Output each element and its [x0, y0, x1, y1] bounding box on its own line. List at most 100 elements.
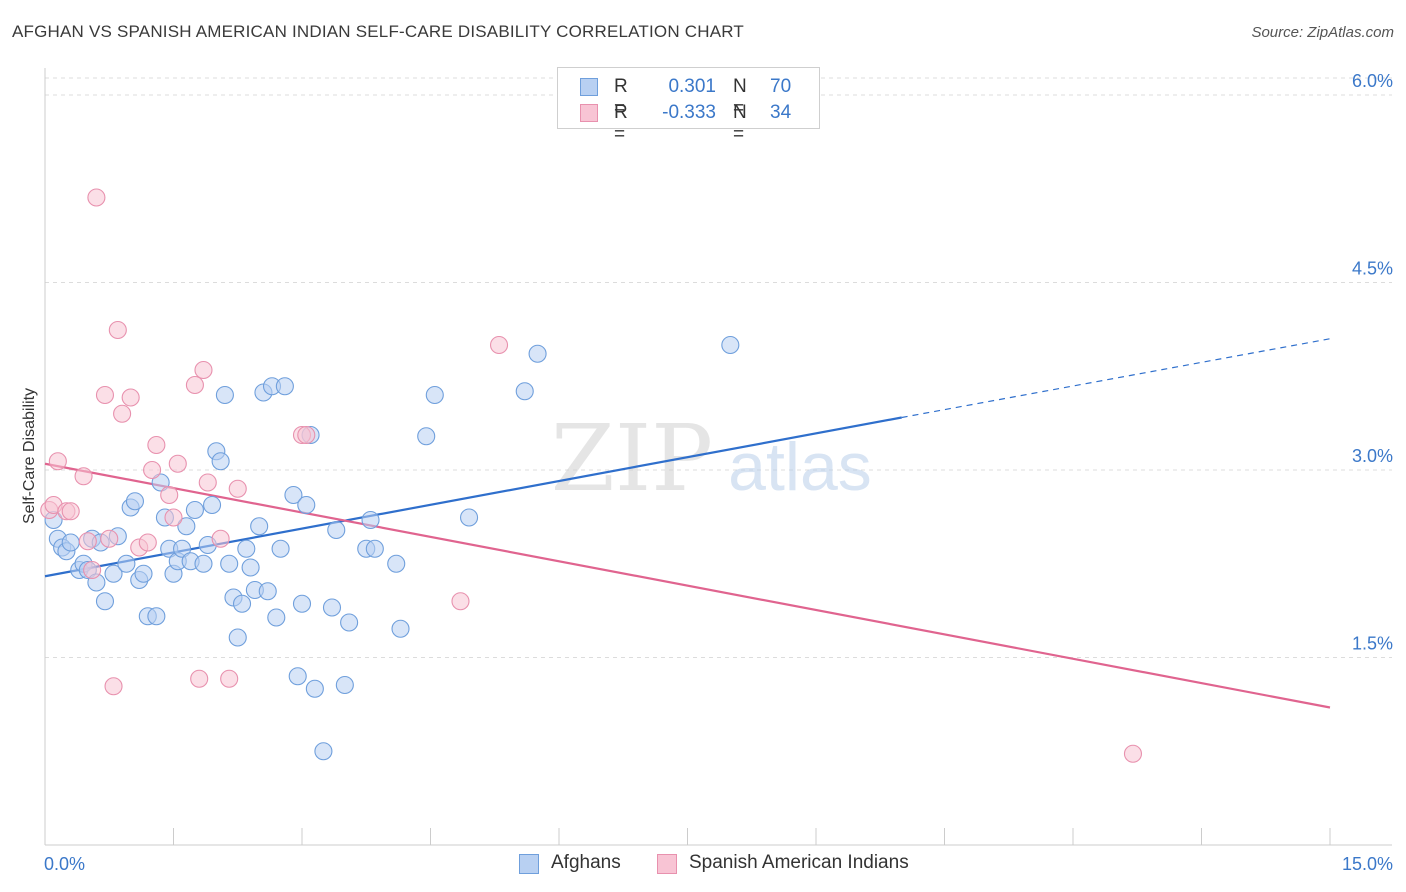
- afghan-trend-extension: [901, 338, 1331, 419]
- afghan-point: [211, 452, 230, 471]
- spanish-american-indian-point: [138, 533, 157, 552]
- spanish-american-indian-point: [489, 335, 509, 355]
- afghan-point: [284, 485, 303, 505]
- spanish-american-indian-point: [198, 473, 217, 492]
- afghan-point: [275, 377, 294, 396]
- afghan-point: [721, 335, 740, 355]
- y-tick-label: 6.0%: [1352, 71, 1393, 91]
- spanish-american-indian-point: [108, 320, 127, 340]
- spanish-american-indian-point: [143, 460, 162, 480]
- afghan-point: [361, 510, 380, 530]
- spanish-american-indian-point: [78, 532, 97, 551]
- spanish-american-indian-point: [190, 669, 209, 688]
- afghan-point: [250, 517, 269, 536]
- series-label-spanish-american-indians: Spanish American Indians: [689, 852, 909, 873]
- spanish-american-indian-point: [451, 592, 470, 611]
- y-tick-label: 3.0%: [1352, 446, 1393, 466]
- afghan-point: [177, 517, 196, 536]
- spanish-american-indian-point: [194, 360, 213, 380]
- afghan-point: [417, 427, 436, 446]
- afghan-point: [365, 539, 384, 558]
- afghan-point: [194, 554, 213, 573]
- spanish-american-indian-point: [168, 454, 187, 473]
- spanish-american-indian-point: [147, 435, 166, 455]
- spanish-american-indian-point: [1123, 744, 1143, 763]
- watermark-atlas: atlas: [728, 429, 872, 505]
- afghan-point: [203, 495, 222, 515]
- correlation-legend: R = 0.301 N = 70 R = -0.333 N = 34: [557, 67, 820, 145]
- spanish-american-indian-point: [121, 388, 140, 407]
- legend-swatch-afghans: [580, 78, 598, 96]
- afghan-point: [459, 508, 479, 527]
- source-credit: Source: ZipAtlas.com: [1251, 24, 1394, 41]
- afghan-point: [425, 385, 444, 405]
- x-tick-label: 15.0%: [1342, 854, 1393, 874]
- afghan-point: [95, 592, 115, 611]
- legend-swatch-spanish-american-indians: [580, 104, 598, 122]
- afghan-point: [117, 554, 136, 573]
- afghan-point: [335, 675, 354, 695]
- spanish-american-indian-point: [95, 385, 115, 405]
- afghan-point: [215, 385, 234, 405]
- afghan-point: [220, 554, 239, 573]
- afghan-point: [391, 619, 410, 638]
- afghan-point: [185, 500, 204, 520]
- y-tick-label: 1.5%: [1352, 634, 1393, 654]
- spanish-american-indian-point: [48, 452, 67, 471]
- legend-r-value: -0.333: [662, 102, 716, 123]
- afghan-point: [314, 742, 333, 761]
- series-swatch-afghans: [519, 854, 539, 874]
- afghan-point: [267, 608, 286, 627]
- legend-r-value: 0.301: [668, 76, 716, 97]
- afghan-point: [528, 344, 547, 363]
- afghan-point: [515, 382, 534, 401]
- spanish-american-indian-point: [61, 502, 80, 521]
- legend-n-value: 34: [770, 102, 792, 123]
- spanish-american-indian-point: [228, 479, 247, 498]
- spanish-american-indian-point: [160, 485, 179, 505]
- legend-r-label: R =: [614, 76, 628, 119]
- afghan-point: [147, 607, 166, 626]
- spanish-american-indian-point: [297, 425, 316, 445]
- legend-n-label: N =: [733, 102, 747, 145]
- x-tick-label: 0.0%: [44, 854, 85, 874]
- spanish-american-indian-point: [220, 669, 239, 688]
- afghan-point: [232, 594, 252, 613]
- afghan-point: [288, 667, 307, 686]
- spanish-american-indian-trend-line: [44, 462, 1331, 709]
- afghan-point: [305, 679, 324, 698]
- y-axis-label: Self-Care Disability: [21, 388, 38, 524]
- afghan-point: [228, 628, 247, 647]
- afghan-point: [322, 598, 342, 617]
- trend-lines: [44, 338, 1331, 709]
- afghan-point: [151, 473, 170, 492]
- legend-r-label: R =: [614, 102, 628, 145]
- afghan-point: [258, 582, 277, 601]
- watermark-zip: ZIP: [551, 405, 713, 512]
- legend-n-label: N =: [733, 76, 747, 119]
- spanish-american-indian-point: [211, 529, 230, 548]
- afghan-point: [237, 539, 256, 558]
- legend-n-value: 70: [770, 76, 792, 97]
- spanish-american-indian-point: [87, 188, 106, 207]
- afghan-point: [340, 613, 359, 632]
- spanish-american-indian-point: [74, 467, 93, 486]
- afghan-point: [297, 495, 316, 515]
- series-label-afghans: Afghans: [551, 852, 621, 873]
- afghan-point: [241, 558, 260, 577]
- tick-labels: 1.5% 3.0% 4.5% 6.0% 0.0% 15.0%: [44, 71, 1393, 874]
- afghan-point: [61, 533, 80, 552]
- spanish-american-indian-point: [100, 529, 119, 548]
- afghan-point: [173, 539, 192, 558]
- afghan-point: [327, 520, 346, 540]
- spanish-american-indian-point: [113, 404, 132, 423]
- spanish-american-indian-point: [164, 508, 183, 527]
- series-swatch-spanish-american-indians: [657, 854, 677, 874]
- watermark: ZIP atlas: [551, 405, 872, 512]
- axes: [44, 68, 1392, 846]
- data-points: [40, 188, 1143, 763]
- afghan-point: [292, 594, 312, 613]
- afghan-point: [125, 492, 144, 511]
- series-legend: Afghans Spanish American Indians: [0, 852, 1406, 878]
